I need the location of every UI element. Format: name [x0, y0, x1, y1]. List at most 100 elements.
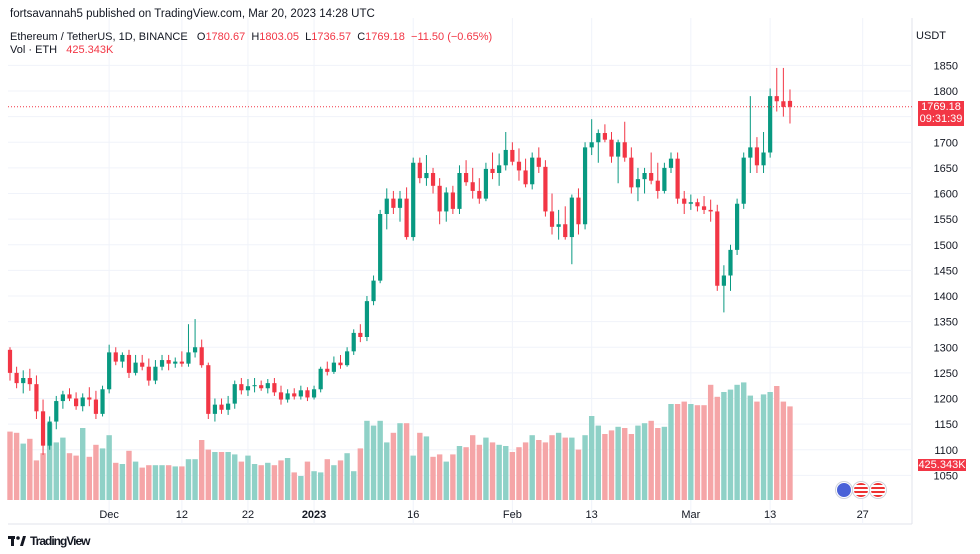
volume-bar — [311, 471, 317, 500]
low-value: 1736.57 — [311, 31, 352, 43]
y-tick-label: 1600 — [934, 189, 958, 201]
y-tick-label: 1100 — [934, 445, 958, 457]
y-tick-label: 1200 — [934, 394, 958, 406]
y-tick-label: 1300 — [934, 342, 958, 354]
candle-body — [576, 197, 581, 225]
candle-body — [40, 411, 46, 446]
volume-bar — [536, 440, 542, 500]
volume-bar — [66, 453, 73, 500]
volume-bar — [707, 384, 714, 500]
candle-body — [285, 393, 290, 400]
volume-bar — [331, 465, 337, 500]
candle-body — [7, 349, 13, 373]
volume-bar — [463, 447, 469, 500]
y-tick-label: 1650 — [934, 163, 958, 175]
volume-bar — [278, 460, 284, 500]
symbol-name[interactable]: Ethereum / TetherUS, 1D, BINANCE — [10, 31, 188, 43]
volume-bar — [33, 460, 40, 500]
volume-bar — [284, 458, 291, 500]
candle-body — [543, 166, 548, 212]
volume-bar — [370, 425, 377, 500]
volume-bar — [516, 447, 522, 500]
candle-body — [87, 397, 92, 400]
event-flags[interactable] — [836, 482, 886, 498]
candle-body — [728, 249, 733, 276]
volume-bar — [410, 455, 416, 500]
volume-bar — [13, 432, 20, 500]
candle-body — [239, 384, 244, 391]
candle-body — [721, 275, 726, 286]
volume-bar — [159, 465, 165, 500]
volume-bar — [132, 461, 139, 500]
candle-body — [695, 202, 700, 207]
change-value: −11.50 (−0.65%) — [411, 31, 493, 43]
volume-bar — [661, 426, 668, 500]
candle-body — [338, 362, 343, 366]
volume-bar — [648, 420, 654, 500]
volume-bar — [569, 437, 575, 500]
volume-label[interactable]: Vol · ETH — [10, 44, 58, 56]
candle-body — [179, 361, 184, 364]
volume-bar — [53, 442, 59, 500]
volume-bar — [205, 449, 211, 500]
volume-bar — [509, 452, 516, 500]
x-tick-label: Feb — [503, 509, 522, 521]
candle-body — [708, 209, 713, 212]
close-label: C — [357, 31, 366, 43]
candle-body — [259, 385, 264, 389]
candle-body — [226, 403, 231, 410]
volume-bar — [324, 459, 330, 500]
candle-body — [642, 173, 647, 180]
candle-body — [212, 404, 218, 414]
volume-bar — [351, 471, 357, 500]
candle-body — [113, 352, 118, 362]
volume-bar — [714, 396, 720, 500]
volume-bar — [741, 382, 747, 500]
volume-bar — [721, 392, 727, 500]
candle-body — [252, 385, 257, 387]
candle-body — [133, 362, 138, 373]
volume-bar — [496, 444, 502, 500]
volume-bar — [86, 456, 93, 500]
y-tick-label: 1800 — [934, 86, 958, 98]
event-icon[interactable] — [836, 482, 852, 498]
candle-body — [100, 389, 105, 414]
volume-bar — [450, 454, 456, 500]
volume-bar — [146, 465, 152, 500]
volume-bar — [555, 432, 562, 500]
volume-bar — [152, 465, 159, 500]
candle-body — [364, 301, 370, 337]
tradingview-logo-icon — [8, 536, 26, 546]
candle-body — [14, 372, 19, 384]
candle-body — [325, 368, 330, 372]
volume-bar — [192, 459, 198, 500]
y-tick-label: 1550 — [934, 214, 958, 226]
candle-body — [503, 149, 508, 166]
volume-legend: Vol · ETH 425.343K — [10, 44, 113, 56]
us-flag-icon[interactable] — [870, 482, 886, 498]
volume-bar — [780, 401, 787, 500]
low-label: L — [305, 31, 312, 43]
candle-body — [391, 198, 396, 208]
candle-body — [417, 162, 422, 179]
volume-bar — [344, 453, 350, 500]
candle-body — [483, 168, 489, 199]
volume-bar — [622, 428, 628, 500]
volume-bar — [357, 448, 364, 500]
volume-bar — [694, 405, 701, 500]
volume-bar — [754, 401, 760, 500]
volume-bar — [727, 389, 734, 500]
volume-bar — [172, 466, 178, 500]
x-tick-label: 13 — [764, 509, 776, 521]
candle-body — [668, 158, 674, 168]
x-tick-label: 22 — [242, 509, 254, 521]
volume-bar — [668, 404, 674, 500]
candle-body — [126, 354, 132, 373]
us-flag-icon[interactable] — [853, 482, 869, 498]
candle-body — [682, 198, 687, 204]
volume-bar — [489, 442, 496, 500]
volume-bar — [436, 454, 443, 500]
high-label: H — [251, 31, 260, 43]
candle-body — [245, 386, 251, 391]
